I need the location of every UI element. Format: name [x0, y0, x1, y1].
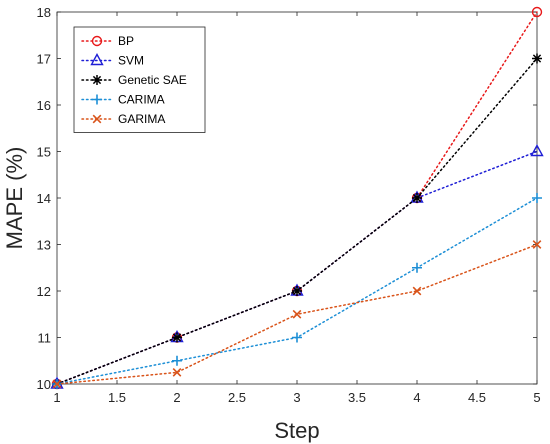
legend-marker: [92, 94, 102, 105]
data-point: [532, 193, 542, 203]
data-point: [532, 240, 542, 249]
data-point: [52, 379, 62, 389]
x-tick-label: 5: [533, 390, 540, 405]
y-tick-label: 11: [38, 331, 52, 346]
series-garima: [52, 240, 542, 389]
data-point: [412, 262, 422, 273]
legend-label: Genetic SAE: [118, 73, 187, 87]
x-tick-label: 2.5: [228, 390, 246, 405]
axis-ticks: 1 1.5 2 2.5 3 3.5 4 4.5 5 10 11 12 13 14 15 16 17 18: [37, 5, 541, 405]
data-point: [412, 193, 422, 203]
x-tick-label: 3: [293, 390, 300, 405]
x-tick-label: 2: [173, 390, 180, 405]
legend-marker: [90, 53, 104, 66]
legend: BP SVM Genetic SAE CARIMA GARIMA: [73, 26, 206, 133]
y-tick-label: 13: [37, 238, 51, 253]
y-tick-label: 12: [37, 284, 51, 299]
legend-label: SVM: [118, 54, 144, 68]
data-point: [172, 332, 182, 343]
data-point: [530, 144, 544, 157]
x-tick-label: 4: [413, 390, 420, 405]
y-tick-label: 15: [37, 145, 51, 160]
x-tick-label: 1: [53, 390, 60, 405]
y-axis-title: MAPE (%): [2, 147, 27, 250]
legend-marker: [91, 35, 103, 47]
x-tick-label: 4.5: [468, 390, 486, 405]
series-carima: [52, 193, 542, 389]
legend-label: CARIMA: [118, 93, 165, 107]
data-point: [532, 53, 542, 64]
data-point: [292, 332, 302, 343]
legend-label: BP: [118, 34, 134, 48]
data-point: [172, 355, 182, 366]
data-point: [531, 6, 543, 18]
legend-label: GARIMA: [118, 112, 165, 126]
x-axis-title: Step: [274, 418, 319, 443]
legend-marker: [92, 114, 102, 124]
legend-entry: GARIMA: [81, 112, 165, 126]
data-point: [172, 368, 182, 377]
legend-marker: [92, 75, 102, 85]
data-point: [292, 286, 302, 296]
data-point: [412, 286, 422, 296]
legend-entry: BP: [81, 34, 134, 48]
series-layer: [50, 6, 544, 390]
y-tick-label: 10: [37, 377, 51, 392]
legend-entry: Genetic SAE: [81, 73, 187, 87]
x-tick-label: 1.5: [108, 390, 126, 405]
legend-entry: SVM: [81, 53, 144, 68]
legend-entry: CARIMA: [81, 93, 165, 107]
y-tick-label: 14: [37, 191, 51, 206]
x-tick-label: 3.5: [348, 390, 366, 405]
y-tick-label: 18: [37, 5, 51, 20]
y-tick-label: 16: [37, 98, 51, 113]
data-point: [292, 309, 302, 319]
y-tick-label: 17: [37, 52, 51, 67]
